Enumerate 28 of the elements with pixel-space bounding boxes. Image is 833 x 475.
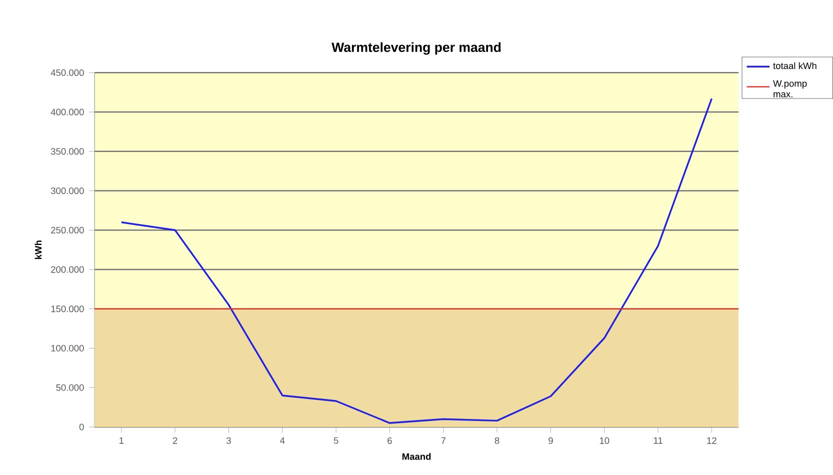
x-tick-label: 9 [548, 437, 553, 444]
y-tick-label: 150.000 [51, 306, 84, 312]
y-tick-label: 250.000 [51, 226, 84, 234]
chart-title: Warmtelevering per maand [332, 42, 501, 55]
y-tick-label: 200.000 [51, 266, 84, 273]
x-axis-title: Maand [402, 453, 431, 460]
y-tick-label: 50.000 [56, 384, 84, 392]
x-tick-label: 10 [600, 437, 610, 444]
x-tick-label: 2 [172, 437, 178, 444]
legend-label: totaal kWh [773, 62, 816, 70]
y-tick-label: 350.000 [50, 148, 84, 155]
x-tick-label: 1 [120, 437, 124, 444]
line-series [120, 98, 713, 424]
y-tick-label: 100.000 [51, 345, 84, 352]
y-tick-label: 450.000 [50, 70, 84, 76]
x-tick-label: 7 [441, 437, 446, 444]
y-tick-label: 0 [79, 424, 84, 430]
x-tick-label: 6 [388, 437, 392, 444]
x-tick-label: 12 [707, 437, 716, 444]
x-tick-label: 11 [654, 437, 662, 444]
x-tick-label: 8 [494, 437, 500, 444]
x-tick-label: 4 [280, 437, 285, 444]
y-axis-title: kWh [34, 240, 42, 260]
x-tick-label: 3 [226, 437, 231, 444]
y-tick-label: 400.000 [50, 108, 84, 116]
x-tick-label: 5 [334, 437, 338, 444]
legend-label: W.pomp max. [773, 80, 807, 98]
y-tick-label: 300.000 [50, 188, 84, 194]
